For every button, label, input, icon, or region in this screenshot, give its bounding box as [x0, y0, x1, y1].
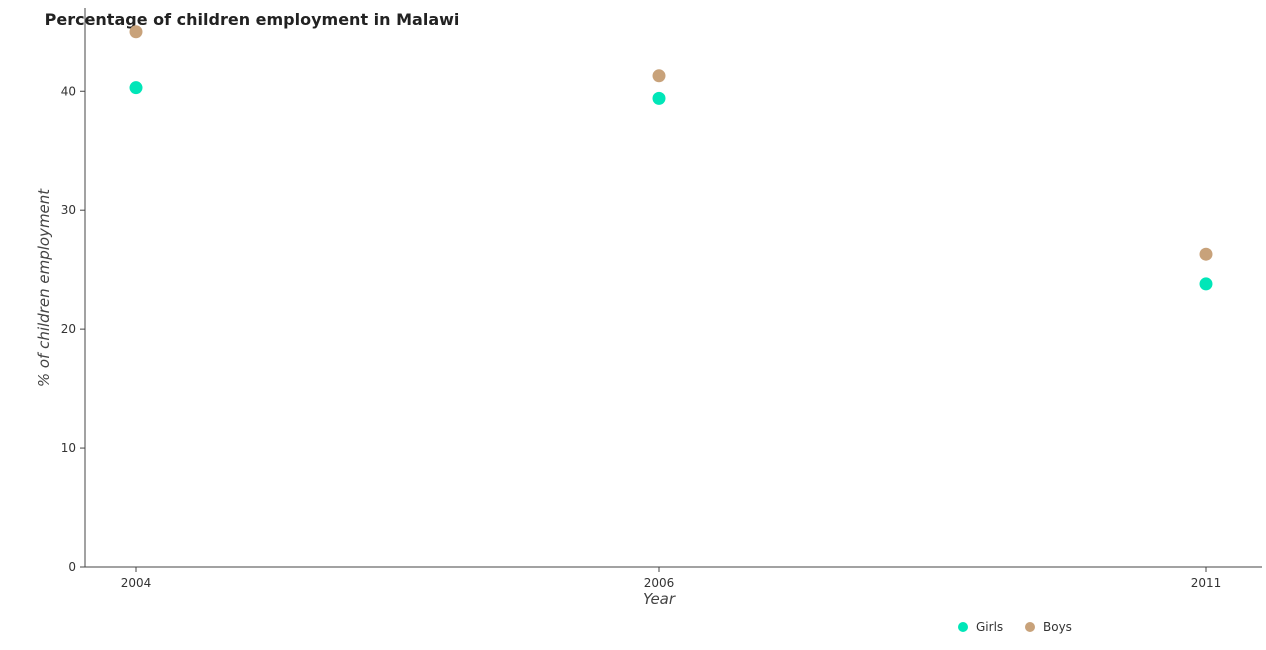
x-axis-label: Year — [643, 590, 676, 608]
axes — [84, 8, 1262, 568]
point-girls-2006 — [652, 91, 666, 105]
point-girls-2011 — [1199, 277, 1213, 291]
y-tick-label: 0 — [68, 560, 76, 574]
point-boys-2011 — [1199, 247, 1213, 261]
x-ticks: 2004 2006 2011 — [121, 567, 1222, 590]
y-tick-label: 30 — [61, 203, 76, 217]
y-tick-label: 40 — [61, 84, 76, 98]
y-tick-label: 10 — [61, 441, 76, 455]
chart-title: Percentage of children employment in Mal… — [45, 10, 460, 29]
x-tick-label: 2011 — [1191, 576, 1222, 590]
point-boys-2006 — [652, 69, 666, 83]
legend-marker-boys — [1025, 622, 1035, 632]
legend-label-boys: Boys — [1043, 620, 1072, 634]
y-ticks: 0 10 20 30 40 — [61, 84, 85, 574]
x-tick-label: 2004 — [121, 576, 152, 590]
point-boys-2004 — [129, 25, 143, 39]
data-points — [129, 25, 1213, 291]
legend-marker-girls — [958, 622, 968, 632]
legend: Girls Boys — [958, 620, 1072, 634]
y-tick-label: 20 — [61, 322, 76, 336]
x-tick-label: 2006 — [644, 576, 675, 590]
legend-label-girls: Girls — [976, 620, 1003, 634]
y-axis-label: % of children employment — [35, 188, 53, 387]
point-girls-2004 — [129, 81, 143, 95]
